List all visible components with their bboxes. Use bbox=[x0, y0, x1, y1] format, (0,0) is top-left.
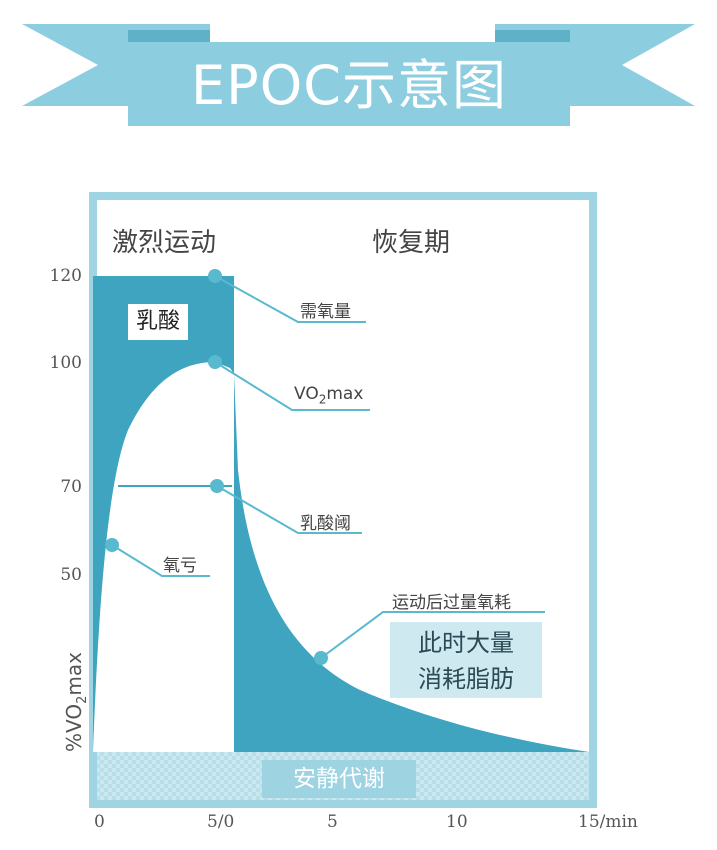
oxygen-demand-leader bbox=[214, 275, 366, 323]
banner-body bbox=[128, 42, 570, 126]
y-axis-label-main: %VO bbox=[62, 703, 86, 752]
vo2max-leader bbox=[214, 361, 370, 411]
x-tick-0: 0 bbox=[94, 812, 105, 832]
y-tick-120: 120 bbox=[49, 266, 82, 286]
lactic-acid-label: 乳酸 bbox=[128, 304, 188, 340]
x-tick-10: 10 bbox=[446, 812, 468, 832]
x-tick-5: 5 bbox=[327, 812, 338, 832]
y-tick-100: 100 bbox=[49, 353, 82, 373]
y-tick-70: 70 bbox=[60, 477, 82, 497]
title-banner bbox=[22, 24, 695, 126]
phase-exercise-label: 激烈运动 bbox=[112, 228, 217, 258]
vo2max-label: VO2max bbox=[294, 384, 363, 406]
y-axis-label-sub: 2 bbox=[75, 695, 90, 704]
y-axis-label-end: max bbox=[62, 652, 86, 696]
epoc-leader bbox=[320, 611, 545, 659]
fat-note-line-1: 此时大量 bbox=[418, 629, 514, 657]
oxygen-demand-label: 需氧量 bbox=[300, 302, 351, 322]
page-title: EPOC示意图 bbox=[191, 54, 507, 117]
y-axis-label: %VO2max bbox=[62, 652, 90, 752]
x-tick-5-0: 5/0 bbox=[207, 812, 235, 832]
lactate-threshold-leader bbox=[216, 485, 362, 534]
epoc-label: 运动后过量氧耗 bbox=[392, 593, 511, 613]
vo2max-label-main: VO bbox=[294, 384, 319, 404]
fat-note-line-2: 消耗脂肪 bbox=[418, 665, 514, 693]
oxygen-uptake-curve-area bbox=[93, 362, 234, 752]
phase-recovery-label: 恢复期 bbox=[372, 228, 451, 258]
vo2max-label-end: max bbox=[326, 384, 364, 404]
epoc-curve-fill bbox=[234, 374, 589, 752]
fat-burning-note: 此时大量 消耗脂肪 bbox=[390, 622, 542, 698]
oxygen-deficit-label: 氧亏 bbox=[163, 556, 197, 576]
x-tick-15-min: 15/min bbox=[578, 812, 638, 832]
lactate-threshold-label: 乳酸阈 bbox=[300, 514, 351, 534]
y-tick-50: 50 bbox=[60, 565, 82, 585]
vo2max-label-sub: 2 bbox=[318, 392, 327, 407]
oxygen-deficit-leader bbox=[111, 544, 210, 577]
resting-metabolism-label: 安静代谢 bbox=[262, 760, 416, 798]
